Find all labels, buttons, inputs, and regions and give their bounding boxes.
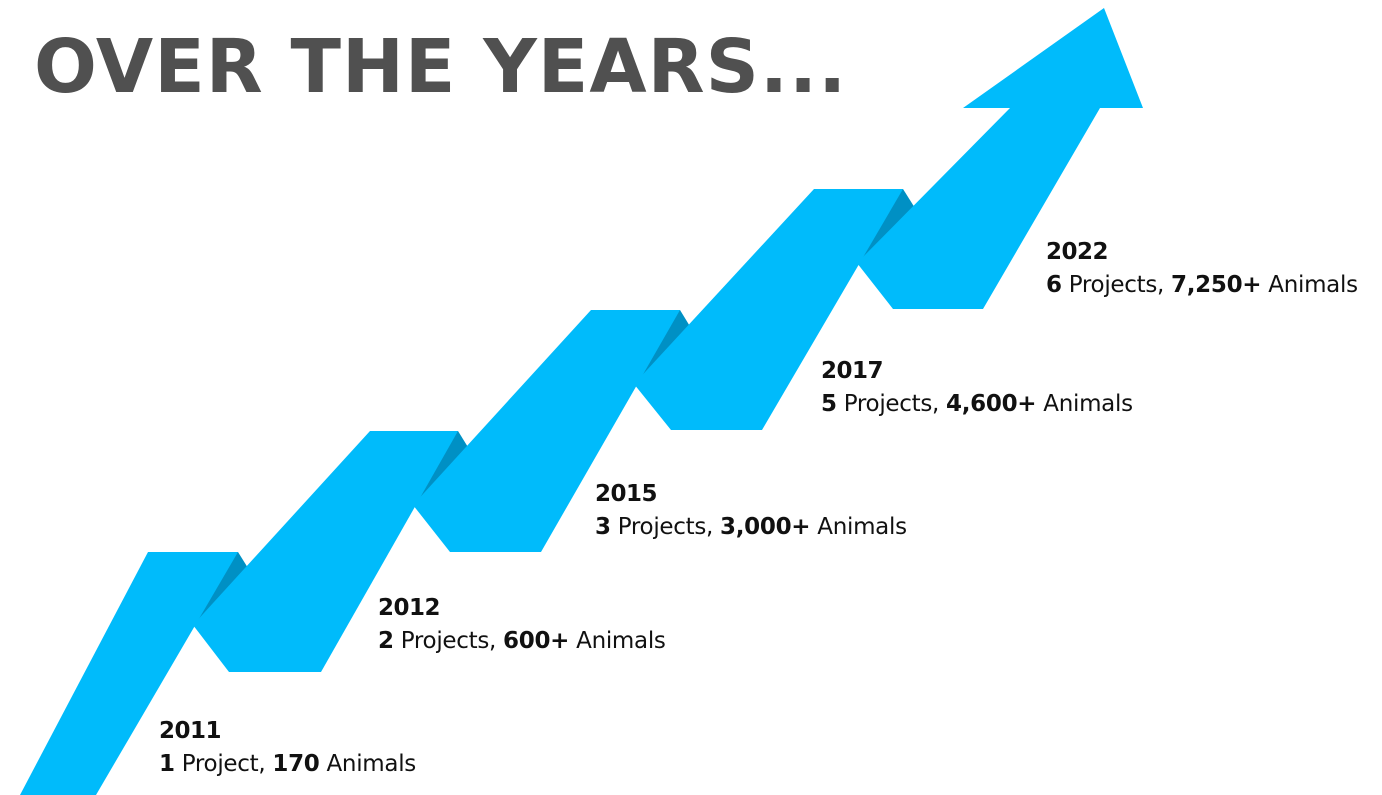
arrow-segment-5 <box>857 8 1143 309</box>
project-count: 5 <box>821 391 837 417</box>
milestone-2015: 2015 3 Projects, 3,000+ Animals <box>595 483 907 539</box>
project-label: Projects, <box>610 514 721 540</box>
animal-count: 170 <box>272 751 320 777</box>
milestone-2017: 2017 5 Projects, 4,600+ Animals <box>821 360 1133 416</box>
animal-label: Animals <box>1261 272 1358 298</box>
project-count: 2 <box>378 628 394 654</box>
milestone-year: 2011 <box>159 718 222 744</box>
animal-label: Animals <box>810 514 907 540</box>
arrow-segment-3 <box>413 310 680 552</box>
milestone-detail: 2 Projects, 600+ Animals <box>378 630 666 653</box>
milestone-year: 2022 <box>1046 239 1109 265</box>
arrow-segment-1 <box>20 552 238 795</box>
project-count: 3 <box>595 514 611 540</box>
project-count: 6 <box>1046 272 1062 298</box>
animal-count: 7,250+ <box>1171 272 1262 298</box>
animal-count: 4,600+ <box>946 391 1037 417</box>
milestone-detail: 3 Projects, 3,000+ Animals <box>595 516 907 539</box>
arrow-segment-4 <box>634 189 903 430</box>
milestone-detail: 5 Projects, 4,600+ Animals <box>821 393 1133 416</box>
milestone-2011: 2011 1 Project, 170 Animals <box>159 720 416 776</box>
project-label: Project, <box>174 751 273 777</box>
project-label: Projects, <box>393 628 504 654</box>
milestone-2022: 2022 6 Projects, 7,250+ Animals <box>1046 241 1358 297</box>
project-label: Projects, <box>836 391 947 417</box>
milestone-year: 2015 <box>595 481 658 507</box>
animal-label: Animals <box>1036 391 1133 417</box>
page-title: OVER THE YEARS... <box>34 24 848 110</box>
animal-label: Animals <box>319 751 416 777</box>
animal-count: 3,000+ <box>720 514 811 540</box>
project-count: 1 <box>159 751 175 777</box>
milestone-year: 2012 <box>378 595 441 621</box>
milestone-year: 2017 <box>821 358 884 384</box>
project-label: Projects, <box>1061 272 1172 298</box>
arrow-segment-2 <box>193 431 458 672</box>
milestone-detail: 6 Projects, 7,250+ Animals <box>1046 274 1358 297</box>
milestone-2012: 2012 2 Projects, 600+ Animals <box>378 597 666 653</box>
animal-count: 600+ <box>503 628 570 654</box>
milestone-detail: 1 Project, 170 Animals <box>159 753 416 776</box>
animal-label: Animals <box>569 628 666 654</box>
